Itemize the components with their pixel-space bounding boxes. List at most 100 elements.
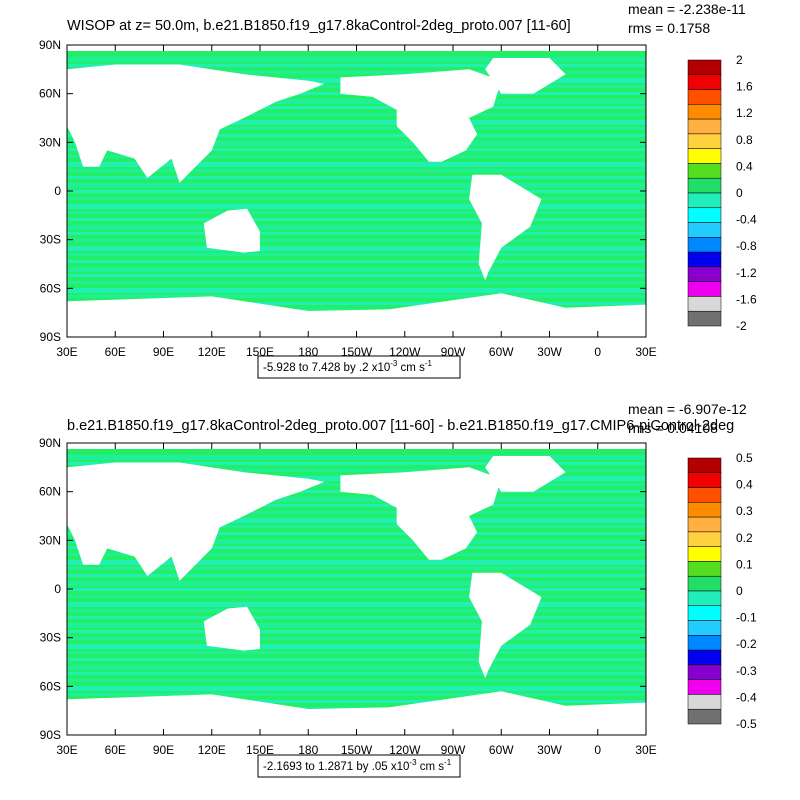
x-tick-label: 90W [441,743,466,757]
ocean-band [67,658,646,661]
land-mass [0,516,67,645]
ocean-band [67,288,646,293]
ocean-band [67,623,646,628]
ocean-band [67,553,646,556]
ocean-band [67,281,646,284]
ocean-band [67,127,646,130]
ocean-band [67,99,646,104]
y-tick-label: 60N [39,485,61,499]
ocean-band [67,246,646,251]
y-tick-label: 90N [39,436,61,450]
x-tick-label: 0 [594,743,601,757]
colorbar-swatch [687,89,722,105]
ocean-band [67,134,646,137]
colorbar-swatch [687,694,722,710]
colorbar-swatch [687,118,722,135]
land-mass [469,174,542,281]
ocean-band [67,462,646,465]
y-tick-label: 0 [54,184,61,198]
colorbar-swatch [687,649,722,666]
ocean-band [67,183,646,188]
colorbar-swatch [687,237,722,253]
ocean-band [67,602,646,607]
x-tick-label: 30W [537,743,562,757]
colorbar-label: 0 [736,186,743,200]
ocean-band [67,239,646,242]
ocean-band [67,197,646,200]
mean-label: mean = -6.907e-12 [628,401,747,417]
ocean-band [67,609,646,612]
ocean-band [67,518,646,523]
y-tick-label: 30N [39,533,61,547]
colorbar-swatch [687,251,722,268]
colorbar-swatch [687,561,722,577]
ocean-band [67,546,646,549]
colorbar-label: -2 [736,319,747,333]
ocean-band [67,113,646,116]
colorbar-label: 2 [736,53,743,67]
ocean-band [67,693,646,696]
colorbar-swatch [687,177,722,194]
ocean-band [67,253,646,256]
ocean-band [67,511,646,514]
colorbar-swatch [687,163,722,179]
colorbar-swatch [687,516,722,533]
ocean-band [67,525,646,528]
colorbar-label: -1.2 [736,266,757,280]
colorbar: 2 1.6 1.2 0.8 0.4 0 -0.4 -0.8 -1.2 -1.6 -2 [687,53,757,333]
ocean-band [67,141,646,146]
ocean-band [67,71,646,74]
colorbar-label: 0 [736,584,743,598]
ocean-band [67,469,646,472]
ocean-band [67,176,646,179]
colorbar-swatch [687,531,722,547]
colorbar-label: 0.4 [736,159,753,173]
y-tick-label: 30S [40,631,61,645]
land-mass [67,293,646,337]
colorbar-label: 0.4 [736,478,753,492]
ocean-band [67,637,646,640]
land-mass [67,64,325,183]
land-mass [340,69,502,162]
colorbar-label: -0.4 [736,690,757,704]
colorbar-label: -0.5 [736,717,757,731]
x-tick-label: 60W [489,345,514,359]
x-tick-label: 0 [594,345,601,359]
colorbar-label: -0.4 [736,213,757,227]
ocean-band [67,567,646,570]
ocean-band [67,588,646,591]
x-tick-label: 120E [198,743,226,757]
ocean-band [67,700,646,703]
x-tick-label: 90E [153,743,174,757]
colorbar-label: 0.3 [736,504,753,518]
ocean-band [67,672,646,675]
colorbar-swatch [687,59,722,76]
colorbar-label: 1.2 [736,106,753,120]
ocean-band [67,560,646,565]
colorbar-swatch [687,296,722,312]
colorbar-swatch [687,310,722,327]
mean-label: mean = -2.238e-11 [628,1,746,17]
x-tick-label: 60E [105,345,126,359]
panel-title: b.e21.B1850.f19_g17.8kaControl-2deg_prot… [67,418,734,434]
range-box [257,355,461,379]
colorbar-swatch [687,457,722,474]
range-label: -2.1693 to 1.2871 by .05 x10-3 cm s-1 [263,758,452,773]
colorbar-label: 0.1 [736,557,753,571]
x-tick-label: 180 [298,743,318,757]
x-tick-label: 30E [635,345,656,359]
rms-label: rms = 0.1758 [628,20,710,36]
colorbar-label: 0.2 [736,531,753,545]
ocean-band [67,532,646,535]
x-tick-label: 30E [635,743,656,757]
colorbar-swatch [687,207,722,223]
y-tick-label: 0 [54,582,61,596]
colorbar-label: -0.8 [736,239,757,253]
x-tick-label: 60E [105,743,126,757]
colorbar-label: 1.6 [736,80,753,94]
colorbar-swatch [687,708,722,725]
range-box [257,754,461,778]
colorbar-swatch [687,679,722,695]
ocean-band [67,504,646,507]
